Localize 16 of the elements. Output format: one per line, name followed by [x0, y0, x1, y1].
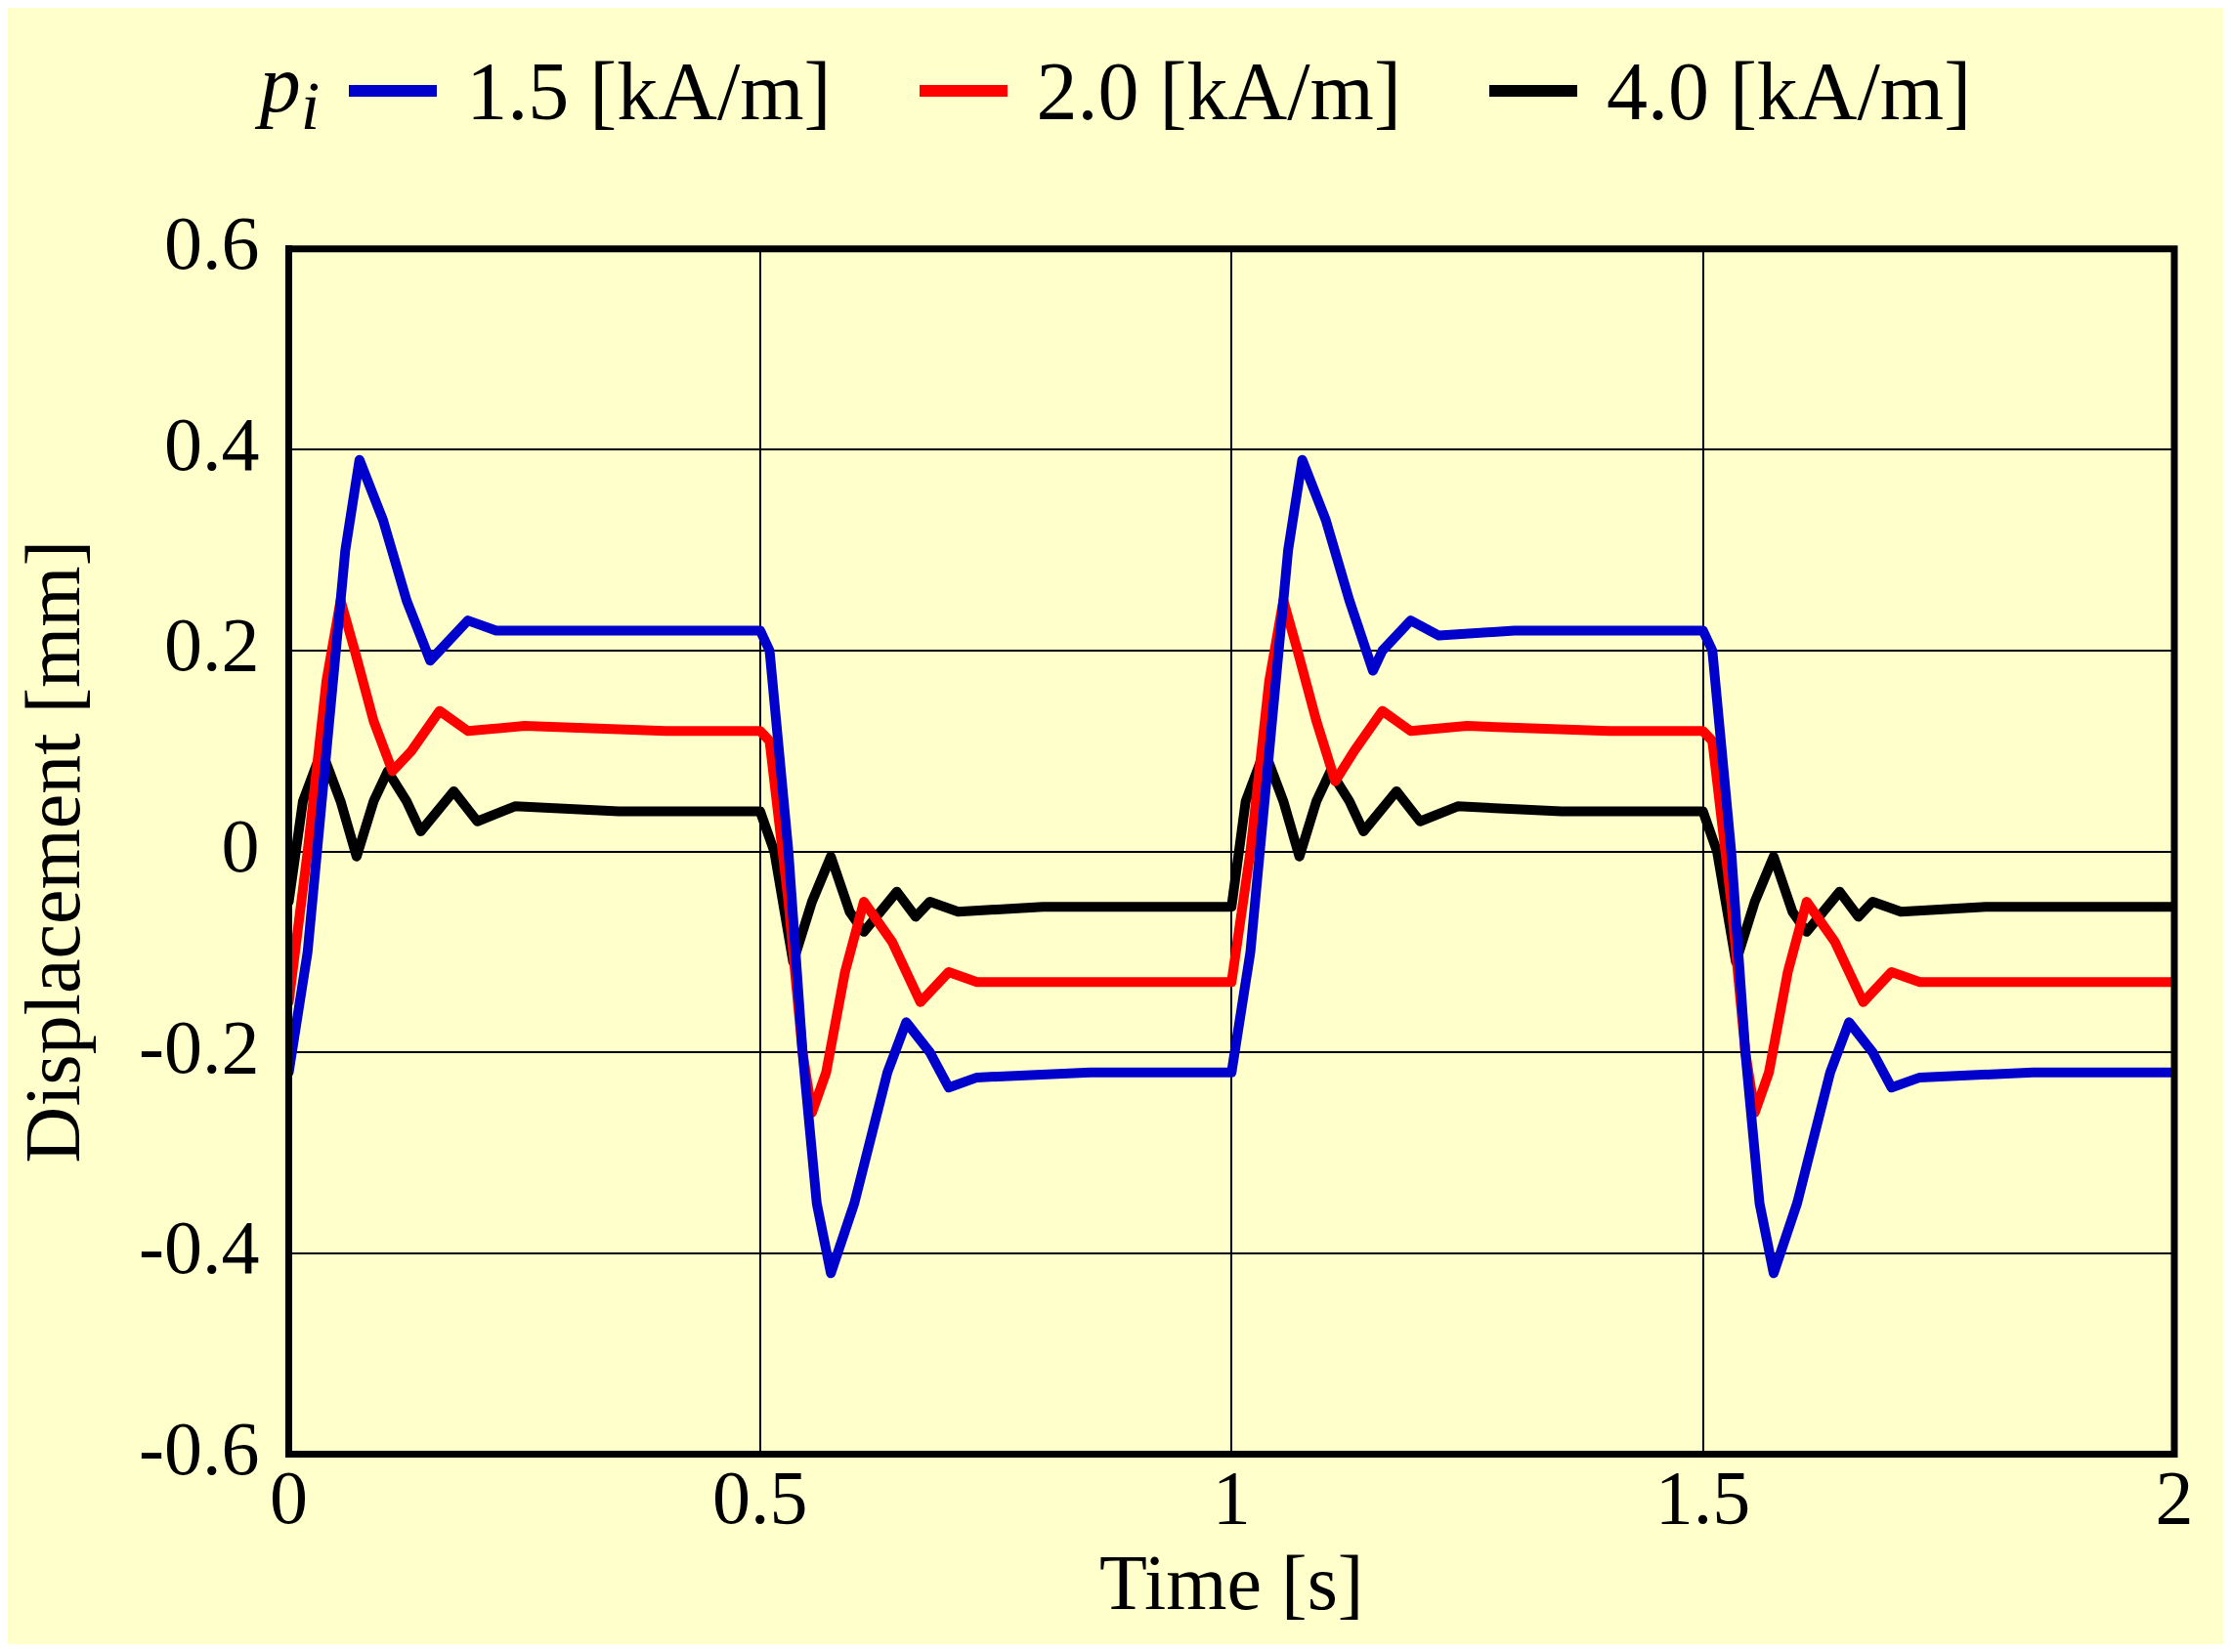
- y-tick-label: -0.4: [138, 1205, 260, 1291]
- legend-label: 1.5 [kA/m]: [466, 44, 832, 139]
- legend-label: 4.0 [kA/m]: [1606, 44, 1972, 139]
- y-tick-label: -0.6: [138, 1405, 260, 1491]
- y-axis-title: Displacement [mm]: [10, 539, 97, 1164]
- x-tick-label: 1: [1212, 1454, 1251, 1540]
- legend-label: 2.0 [kA/m]: [1036, 44, 1401, 139]
- y-tick-label: 0.6: [163, 200, 260, 286]
- x-tick-label: 0.5: [712, 1454, 808, 1540]
- x-tick-label: 2: [2155, 1454, 2194, 1540]
- x-tick-label: 1.5: [1654, 1454, 1751, 1540]
- y-tick-label: 0: [221, 803, 260, 889]
- y-tick-label: 0.4: [163, 401, 260, 487]
- x-axis-title: Time [s]: [1099, 1540, 1364, 1627]
- y-tick-label: -0.2: [138, 1003, 260, 1089]
- y-tick-label: 0.2: [163, 602, 260, 688]
